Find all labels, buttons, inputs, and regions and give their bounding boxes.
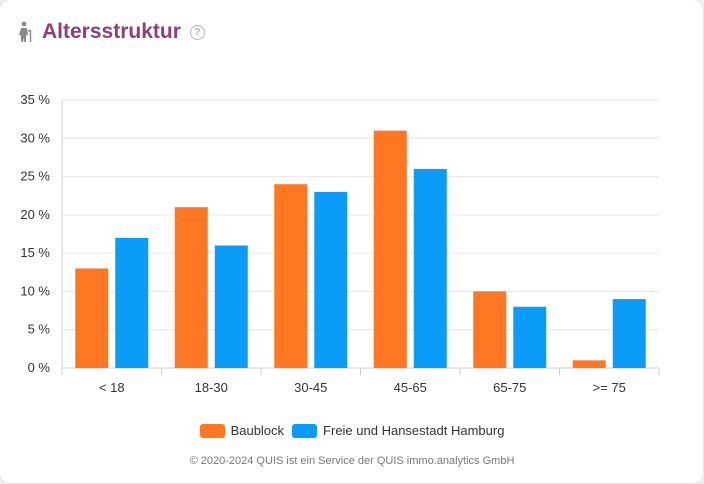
legend-swatch-hamburg [292, 423, 318, 438]
bar-hamburg [314, 191, 348, 368]
bar-baublock [572, 360, 606, 368]
bar-baublock [75, 268, 109, 368]
bar-hamburg [612, 299, 646, 368]
x-tick-label: 18-30 [195, 380, 228, 395]
y-tick-label: 20 % [20, 207, 50, 222]
y-tick-label: 25 % [20, 169, 50, 184]
y-tick-label: 5 % [28, 322, 51, 337]
bar-hamburg [214, 245, 248, 368]
help-icon[interactable]: ? [189, 24, 205, 40]
bar-baublock [274, 184, 308, 368]
y-tick-label: 15 % [20, 245, 50, 260]
x-tick-label: 45-65 [394, 380, 427, 395]
bar-baublock [373, 130, 407, 368]
copyright-footer: © 2020-2024 QUIS ist ein Service der QUI… [189, 455, 515, 467]
x-tick-label: 30-45 [294, 380, 327, 395]
card-header: Altersstruktur ? [16, 18, 205, 46]
legend-item-baublock[interactable]: Baublock [199, 423, 285, 438]
x-tick-label: < 18 [99, 380, 125, 395]
x-tick-label: >= 75 [593, 380, 626, 395]
legend-item-hamburg[interactable]: Freie und Hansestadt Hamburg [292, 423, 504, 438]
y-tick-label: 30 % [20, 130, 50, 145]
person-walking-icon [19, 21, 32, 42]
bar-baublock [473, 291, 507, 368]
age-bar-chart: 0 % 5 % 10 % 15 % 20 % 25 % 30 % 35 % < 18 18-30 3… [20, 92, 660, 395]
y-tick-label: 0 % [28, 360, 51, 375]
bar-hamburg [115, 237, 149, 368]
page-title: Altersstruktur [42, 20, 181, 43]
legend-swatch-baublock [199, 423, 225, 438]
bar-baublock [174, 207, 208, 368]
chart-legend: Baublock Freie und Hansestadt Hamburg [0, 423, 704, 438]
bar-hamburg [513, 306, 547, 368]
legend-label-hamburg: Freie und Hansestadt Hamburg [323, 423, 505, 438]
y-tick-label: 10 % [20, 283, 50, 298]
y-tick-label: 35 % [20, 92, 50, 107]
bar-hamburg [413, 168, 447, 368]
x-tick-label: 65-75 [493, 380, 526, 395]
legend-label-baublock: Baublock [230, 423, 285, 438]
